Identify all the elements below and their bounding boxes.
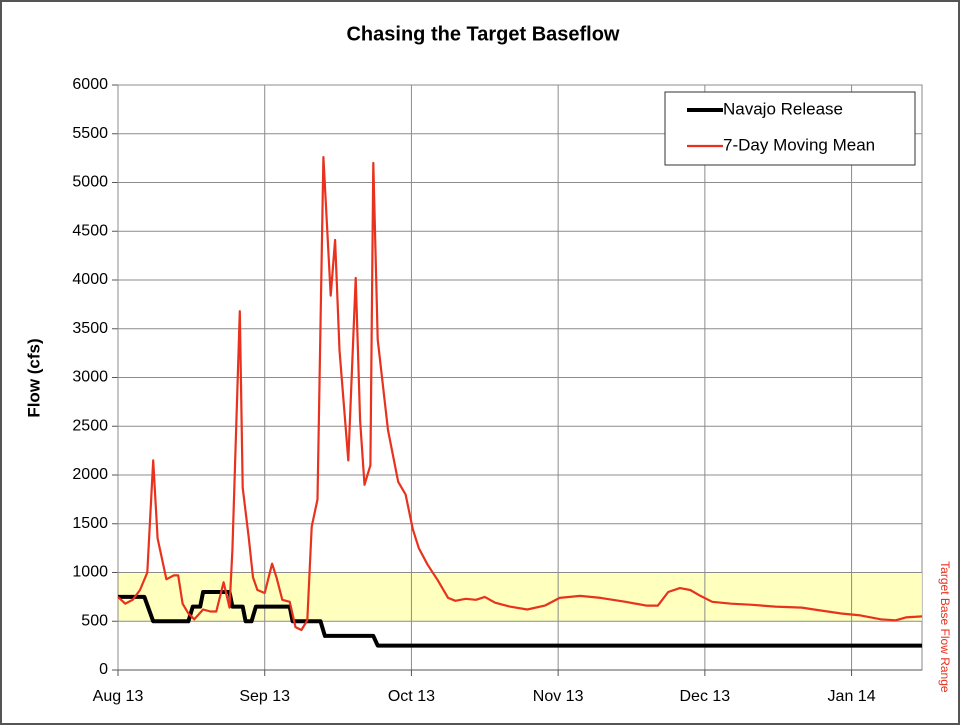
y-tick-label: 500 [81, 612, 108, 629]
x-tick-label: Oct 13 [388, 688, 435, 705]
y-tick-label: 2500 [72, 417, 108, 434]
y-axis-label: Flow (cfs) [24, 338, 43, 417]
y-tick-label: 2000 [72, 466, 108, 483]
series-line [117, 156, 923, 632]
x-tick-label: Aug 13 [93, 688, 144, 705]
x-tick-label: Jan 14 [828, 688, 876, 705]
band-label: Target Base Flow Range [938, 561, 952, 693]
x-tick-label: Dec 13 [680, 688, 731, 705]
y-tick-label: 3000 [72, 369, 108, 386]
y-tick-label: 5500 [72, 125, 108, 142]
legend-box [664, 91, 916, 166]
chart-title: Chasing the Target Baseflow [346, 23, 619, 45]
target-band [118, 572, 922, 622]
y-tick-label: 1500 [72, 515, 108, 532]
y-tick-label: 5000 [72, 174, 108, 191]
y-tick-label: 3500 [72, 320, 108, 337]
y-tick-label: 4500 [72, 222, 108, 239]
x-tick-label: Nov 13 [533, 688, 584, 705]
y-tick-label: 6000 [72, 76, 108, 93]
legend-label: 7-Day Moving Mean [723, 135, 875, 154]
x-tick-label: Sep 13 [239, 688, 290, 705]
y-tick-label: 0 [99, 661, 108, 678]
y-tick-label: 4000 [72, 271, 108, 288]
series-line [118, 590, 922, 648]
legend-label: Navajo Release [723, 99, 843, 118]
y-tick-label: 1000 [72, 564, 108, 581]
